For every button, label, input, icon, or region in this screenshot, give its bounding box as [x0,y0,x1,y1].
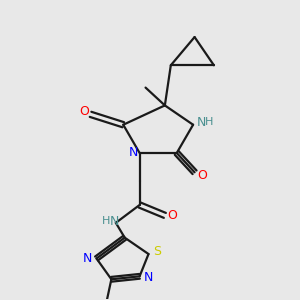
Text: N: N [144,271,153,284]
Text: H: H [205,117,214,128]
Text: O: O [167,209,177,222]
Text: N: N [128,146,138,160]
Text: H: H [102,216,110,226]
Text: N: N [83,252,92,265]
Text: O: O [79,105,89,118]
Text: N: N [110,215,119,228]
Text: N: N [197,116,206,129]
Text: O: O [197,169,207,182]
Text: S: S [153,244,161,258]
